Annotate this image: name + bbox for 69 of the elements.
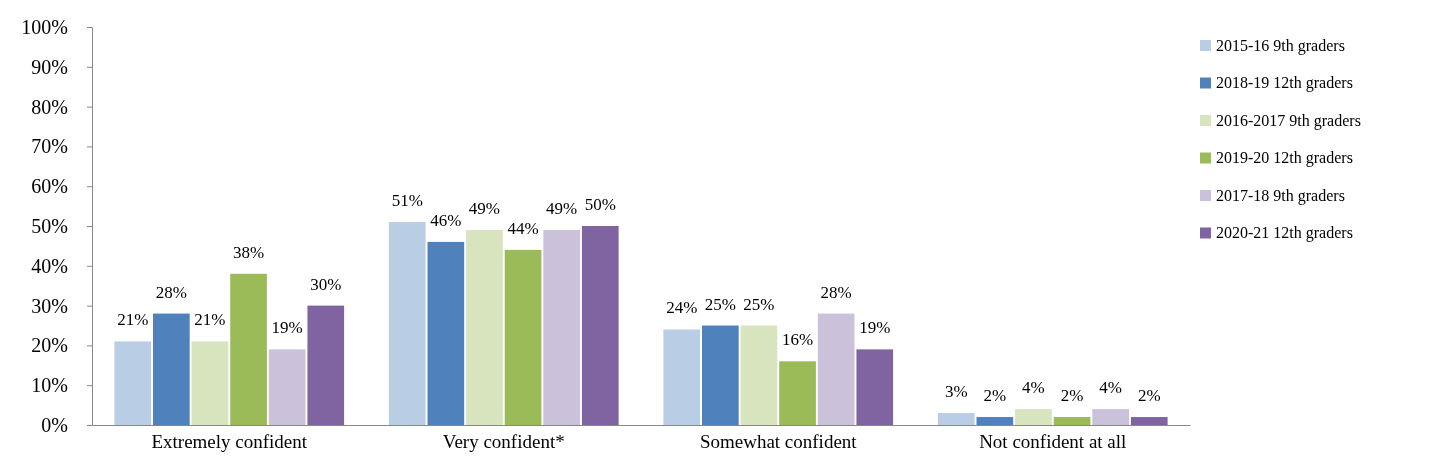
y-tick-label: 40% (31, 254, 68, 277)
bar (1015, 409, 1052, 425)
y-tick-label: 0% (41, 413, 68, 436)
bar (1130, 417, 1168, 425)
legend-label: 2018-19 12th graders (1216, 74, 1353, 93)
legend-label: 2020-21 12th graders (1216, 224, 1353, 243)
text: 50% (584, 195, 616, 214)
y-tick-label: 50% (31, 214, 68, 237)
bar (543, 229, 580, 425)
bar (976, 417, 1014, 425)
text: 28% (820, 282, 852, 302)
y-tick-label: 30% (31, 294, 68, 317)
bar (268, 349, 306, 425)
bar (388, 222, 426, 425)
bar (856, 349, 894, 425)
y-tick-label: 60% (31, 175, 68, 198)
y-tick-label: 10% (31, 374, 68, 397)
text: 24% (666, 298, 698, 318)
legend-label: 2016-2017 9th graders (1216, 111, 1361, 130)
text: 44% (507, 218, 539, 238)
text: 2% (983, 386, 1007, 406)
text: 28% (155, 282, 187, 302)
bar (702, 325, 739, 425)
y-tick-label: 70% (31, 135, 68, 158)
text: 19% (271, 318, 303, 338)
text: 46% (430, 210, 462, 230)
bar (427, 241, 465, 425)
legend-label: 2015-16 9th graders (1216, 36, 1345, 55)
text: 3% (944, 382, 968, 402)
bar (191, 341, 229, 425)
legend-label: 2017-18 9th graders (1216, 186, 1345, 205)
bar (817, 313, 855, 425)
x-tick-label: Very confident* (442, 431, 565, 453)
bar (779, 361, 816, 425)
y-tick-label: 20% (31, 334, 68, 357)
text: 21% (194, 310, 226, 330)
bar (1053, 417, 1091, 425)
text: 38% (232, 242, 265, 262)
text: 4% (1099, 378, 1122, 398)
text: 25% (704, 294, 736, 314)
x-tick-label: Not confident at all (979, 431, 1127, 453)
bar (663, 329, 701, 425)
bar (504, 249, 542, 425)
bar (581, 226, 619, 425)
bar (114, 341, 152, 425)
text: 4% (1022, 378, 1045, 398)
legend-label: 2019-20 12th graders (1216, 149, 1353, 168)
bar (153, 313, 190, 425)
bar (466, 229, 503, 425)
bar (740, 325, 778, 425)
text: 49% (546, 198, 578, 218)
text: 19% (859, 318, 891, 338)
text: 51% (391, 191, 423, 211)
y-tick-label: 90% (31, 55, 68, 78)
y-tick-label: 100% (21, 15, 68, 38)
bar (1092, 409, 1129, 425)
x-tick-label: Somewhat confident (699, 431, 858, 453)
bar (230, 273, 267, 425)
y-tick-label: 80% (31, 95, 68, 118)
text: 30% (310, 274, 342, 294)
x-tick-label: Extremely confident (151, 431, 308, 453)
text: 16% (781, 330, 814, 350)
bar (307, 305, 345, 425)
text: 2% (1060, 386, 1084, 406)
bar (937, 413, 975, 425)
text: 2% (1137, 386, 1161, 406)
text: 25% (743, 294, 775, 314)
text: 21% (117, 310, 149, 330)
text: 49% (468, 198, 501, 218)
